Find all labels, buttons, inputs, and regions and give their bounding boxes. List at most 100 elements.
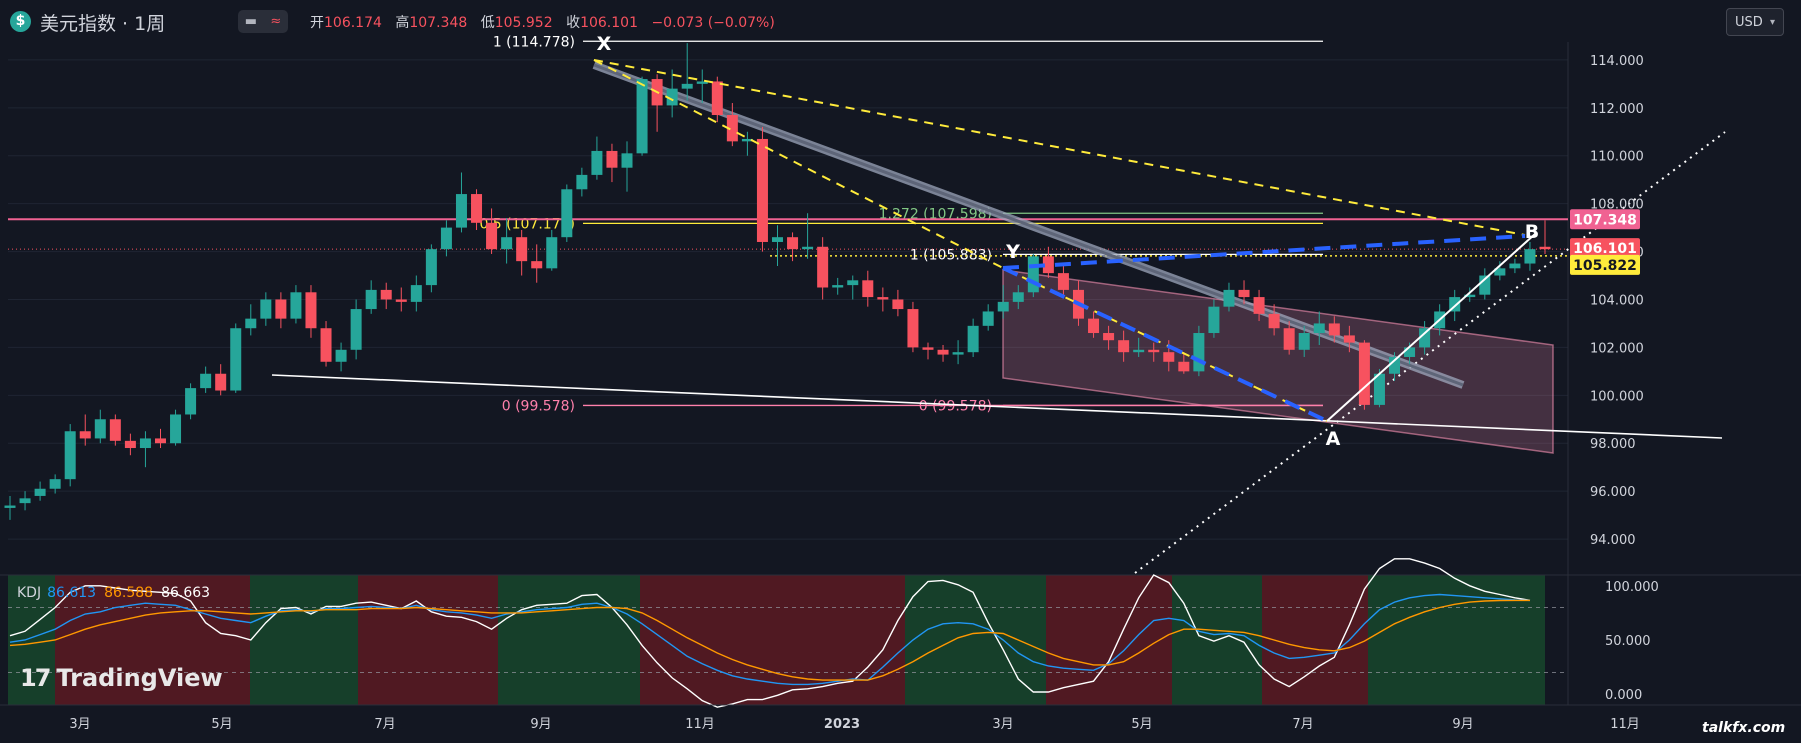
low-label: 低 (480, 15, 495, 31)
candle-body-100 (1509, 263, 1521, 269)
kdj-d-value: 86.588 (104, 585, 154, 601)
kdj-zone-3 (358, 575, 498, 705)
candle-body-77 (1163, 352, 1175, 362)
candle-body-4 (64, 431, 76, 480)
tradingview-logo-text: TradingView (56, 664, 223, 692)
kdj-j-value: 86.663 (161, 585, 211, 601)
candle-body-0 (4, 505, 16, 508)
price-tick-1: 96.000 (1590, 485, 1636, 500)
candle-body-74 (1118, 340, 1130, 353)
candle-body-69 (1042, 256, 1054, 274)
candle-body-50 (756, 138, 768, 242)
price-tick-0: 94.000 (1590, 533, 1636, 548)
open-value: 106.174 (324, 15, 382, 31)
candle-body-61 (922, 347, 934, 350)
high-label: 高 (395, 15, 410, 31)
tradingview-logo-icon: 17 (20, 664, 51, 692)
currency-selector[interactable]: USD ▾ (1726, 8, 1784, 36)
price-channel (1002, 269, 1554, 454)
candle-body-57 (862, 280, 874, 298)
kdj-d-line (9, 599, 1530, 681)
candle-body-33 (501, 237, 513, 250)
candle-body-92 (1389, 356, 1401, 374)
candle-body-66 (997, 301, 1009, 312)
candle-body-40 (606, 150, 618, 168)
low-value: 105.952 (494, 15, 553, 31)
fib-label-2: 0 (99.578) (502, 398, 575, 414)
candle-body-5 (79, 431, 91, 439)
candle-body-89 (1343, 335, 1355, 343)
price-tick-5: 104.000 (1590, 293, 1644, 308)
candle-body-12 (185, 388, 197, 415)
candle-body-28 (425, 249, 437, 286)
candle-body-83 (1253, 297, 1265, 314)
kdj-tick-0: 0.000 (1605, 688, 1642, 703)
candle-body-22 (335, 349, 347, 362)
close-label: 收 (566, 15, 581, 31)
candle-body-21 (320, 328, 332, 362)
candle-body-11 (170, 414, 182, 444)
price-tick-10: 114.000 (1590, 54, 1644, 69)
yb-blue-dashed (1002, 234, 1526, 270)
kdj-legend[interactable]: KDJ 86.613 86.588 86.663 (17, 585, 210, 601)
candle-body-32 (486, 222, 498, 250)
candle-body-96 (1449, 297, 1461, 312)
candle-body-91 (1373, 373, 1385, 405)
time-tick-6: 3月 (992, 717, 1013, 732)
symbol-title[interactable]: 美元指数 · 1周 (40, 13, 166, 35)
kdj-k-value: 86.613 (47, 585, 97, 601)
support-line (271, 374, 1723, 439)
time-tick-9: 9月 (1452, 717, 1473, 732)
candle-body-36 (546, 237, 558, 269)
candle-body-60 (907, 309, 919, 348)
candle-body-79 (1193, 333, 1205, 372)
wave-icon[interactable]: ≈ (270, 14, 282, 29)
candle-body-2 (34, 488, 46, 496)
candle-body-20 (305, 292, 317, 329)
price-tag-bg-2 (1570, 254, 1640, 275)
candle-body-97 (1464, 294, 1476, 298)
candle-body-13 (200, 373, 212, 389)
xb-dashed-line (593, 59, 1526, 236)
candle-body-85 (1283, 328, 1295, 350)
candle-body-75 (1133, 349, 1145, 353)
tradingview-logo: 17 TradingView (20, 664, 223, 692)
time-tick-8: 7月 (1292, 717, 1313, 732)
candle-body-30 (455, 194, 467, 228)
ohlc-readout: 开106.174 高107.348 低105.952 收106.101 −0.0… (310, 12, 784, 32)
candle-body-47 (711, 81, 723, 115)
candle-body-55 (832, 285, 844, 288)
point-label-3: B (1525, 221, 1539, 243)
candle-body-1 (19, 498, 31, 504)
price-tick-7: 108.000 (1590, 198, 1644, 213)
kdj-zone-9 (1262, 575, 1368, 705)
fib-label-5: 0 (99.578) (919, 398, 992, 414)
candle-body-48 (726, 115, 738, 142)
kdj-tick-2: 100.000 (1605, 580, 1659, 595)
fib-label-0: 1 (114.778) (493, 34, 575, 50)
time-tick-4: 11月 (685, 717, 715, 732)
candle-body-90 (1358, 342, 1370, 405)
candle-body-46 (696, 81, 708, 84)
candle-body-72 (1088, 318, 1100, 334)
kdj-zone-1 (55, 575, 250, 705)
point-label-1: Y (1005, 241, 1020, 263)
candle-body-70 (1057, 273, 1069, 290)
candle-body-53 (802, 246, 814, 250)
minus-icon[interactable]: ▬ (244, 14, 257, 29)
candle-body-39 (591, 150, 603, 175)
candle-body-38 (576, 174, 588, 190)
candle-body-17 (260, 299, 272, 319)
candle-body-49 (741, 138, 753, 142)
time-tick-7: 5月 (1131, 717, 1152, 732)
candle-body-52 (787, 237, 799, 250)
currency-label: USD (1735, 15, 1763, 30)
candle-body-65 (982, 311, 994, 326)
candle-body-29 (440, 227, 452, 250)
price-tick-3: 100.000 (1590, 389, 1644, 404)
candle-body-25 (380, 289, 392, 300)
indicator-toggle-group[interactable]: ▬ ≈ (238, 10, 288, 33)
chevron-down-icon: ▾ (1769, 17, 1775, 28)
candle-body-87 (1313, 323, 1325, 334)
